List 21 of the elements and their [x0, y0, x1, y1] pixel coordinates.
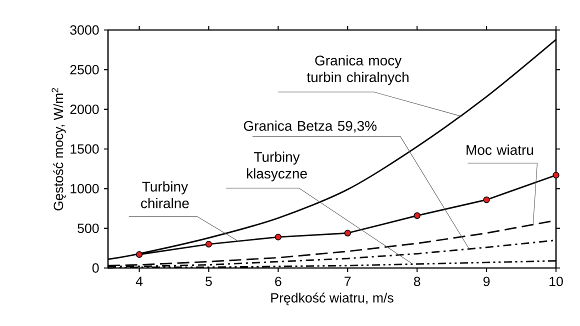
- annotation: Granica mocy turbin chiralnych: [306, 55, 408, 85]
- y-tick-label: 500: [78, 224, 99, 234]
- y-tick-label: 0: [92, 263, 99, 273]
- x-tick-label: 4: [136, 276, 143, 286]
- annotation: Granica Betza 59,3%: [244, 120, 377, 133]
- x-tick-label: 8: [414, 276, 420, 286]
- x-tick-label: 7: [344, 276, 351, 286]
- y-axis-title: Gęstość mocy, W/m$^{2}$: [52, 88, 66, 210]
- y-tick-label: 2000: [70, 104, 99, 114]
- y-tick-label: 1000: [70, 184, 99, 194]
- x-tick-label: 9: [483, 276, 490, 286]
- annotation: Turbiny klasyczne: [246, 152, 307, 182]
- y-tick-label: 2500: [70, 64, 99, 74]
- x-axis-title: Prędkość wiatru, m/s: [271, 292, 394, 306]
- y-tick-label: 1500: [70, 144, 99, 154]
- annotation: Moc wiatru: [466, 144, 534, 155]
- x-tick-label: 6: [275, 276, 282, 286]
- x-tick-label: 10: [550, 276, 563, 286]
- x-tick-label: 5: [206, 276, 212, 286]
- annotation: Turbiny chiralne: [141, 181, 189, 208]
- y-tick-label: 3000: [70, 25, 99, 35]
